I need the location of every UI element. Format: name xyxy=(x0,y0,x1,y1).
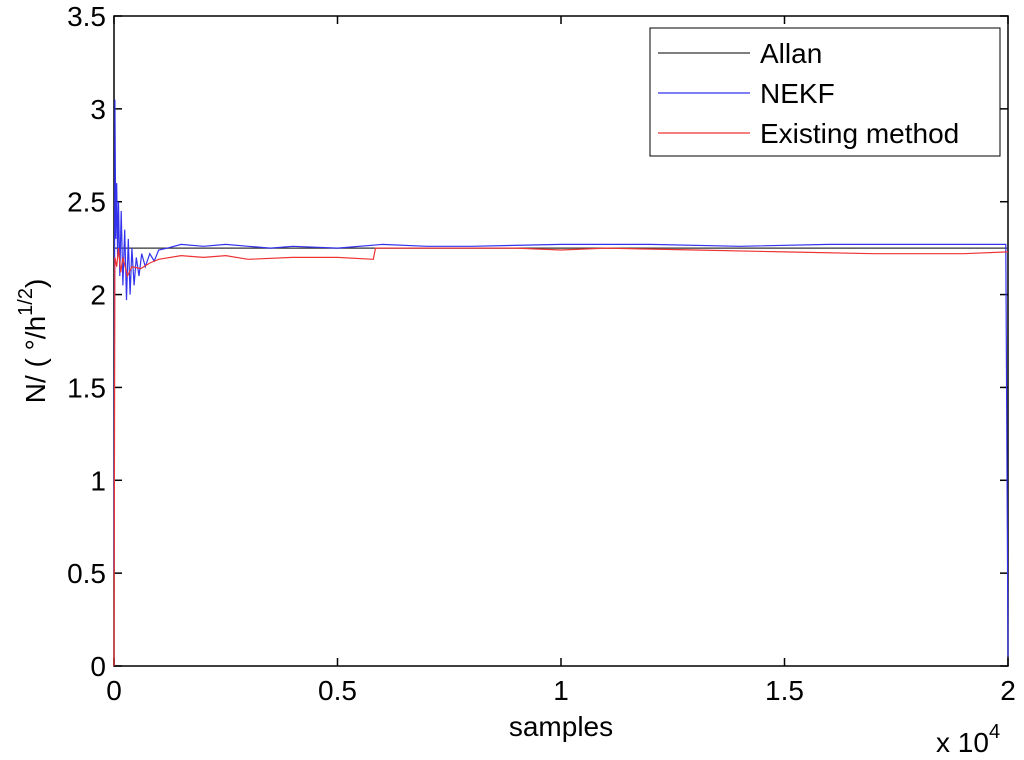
x-tick-label: 1.5 xyxy=(765,675,804,706)
x-axis-label: samples xyxy=(509,711,613,742)
x-multiplier-base: x 10 xyxy=(936,727,989,758)
x-tick-labels: 0 0.5 1 1.5 2 xyxy=(106,675,1016,706)
x-axis-multiplier: x 104 xyxy=(936,721,1000,758)
y-tick-label: 1.5 xyxy=(67,372,106,403)
y-tick-label: 0.5 xyxy=(67,558,106,589)
legend: Allan NEKF Existing method xyxy=(649,27,1001,157)
y-tick-label: 2 xyxy=(90,280,106,311)
y-label-superscript: 1/2 xyxy=(15,288,37,316)
y-label-close: ) xyxy=(20,279,51,288)
y-tick-labels: 0 0.5 1 1.5 2 2.5 3 3.5 xyxy=(67,1,106,682)
y-axis-label: N/ ( °/h1/2) xyxy=(15,279,51,404)
y-tick-label: 1 xyxy=(90,465,106,496)
legend-entry-label: Allan xyxy=(760,38,822,69)
x-multiplier-exponent: 4 xyxy=(989,721,1000,743)
legend-entry-label: NEKF xyxy=(760,78,835,109)
x-tick-label: 0 xyxy=(106,675,122,706)
x-tick-label: 0.5 xyxy=(318,675,357,706)
x-tick-label: 2 xyxy=(1000,675,1016,706)
series-line-nekf xyxy=(113,99,1009,657)
legend-box xyxy=(649,27,1001,157)
x-tick-label: 1 xyxy=(553,675,569,706)
series-lines xyxy=(113,99,1009,667)
series-line-existing-method xyxy=(113,247,1009,667)
y-tick-label: 2.5 xyxy=(67,187,106,218)
y-label-main: N/ ( °/h xyxy=(20,316,51,403)
y-tick-label: 3 xyxy=(90,94,106,125)
legend-entry-label: Existing method xyxy=(760,118,959,149)
y-tick-label: 0 xyxy=(90,651,106,682)
y-tick-label: 3.5 xyxy=(67,1,106,32)
